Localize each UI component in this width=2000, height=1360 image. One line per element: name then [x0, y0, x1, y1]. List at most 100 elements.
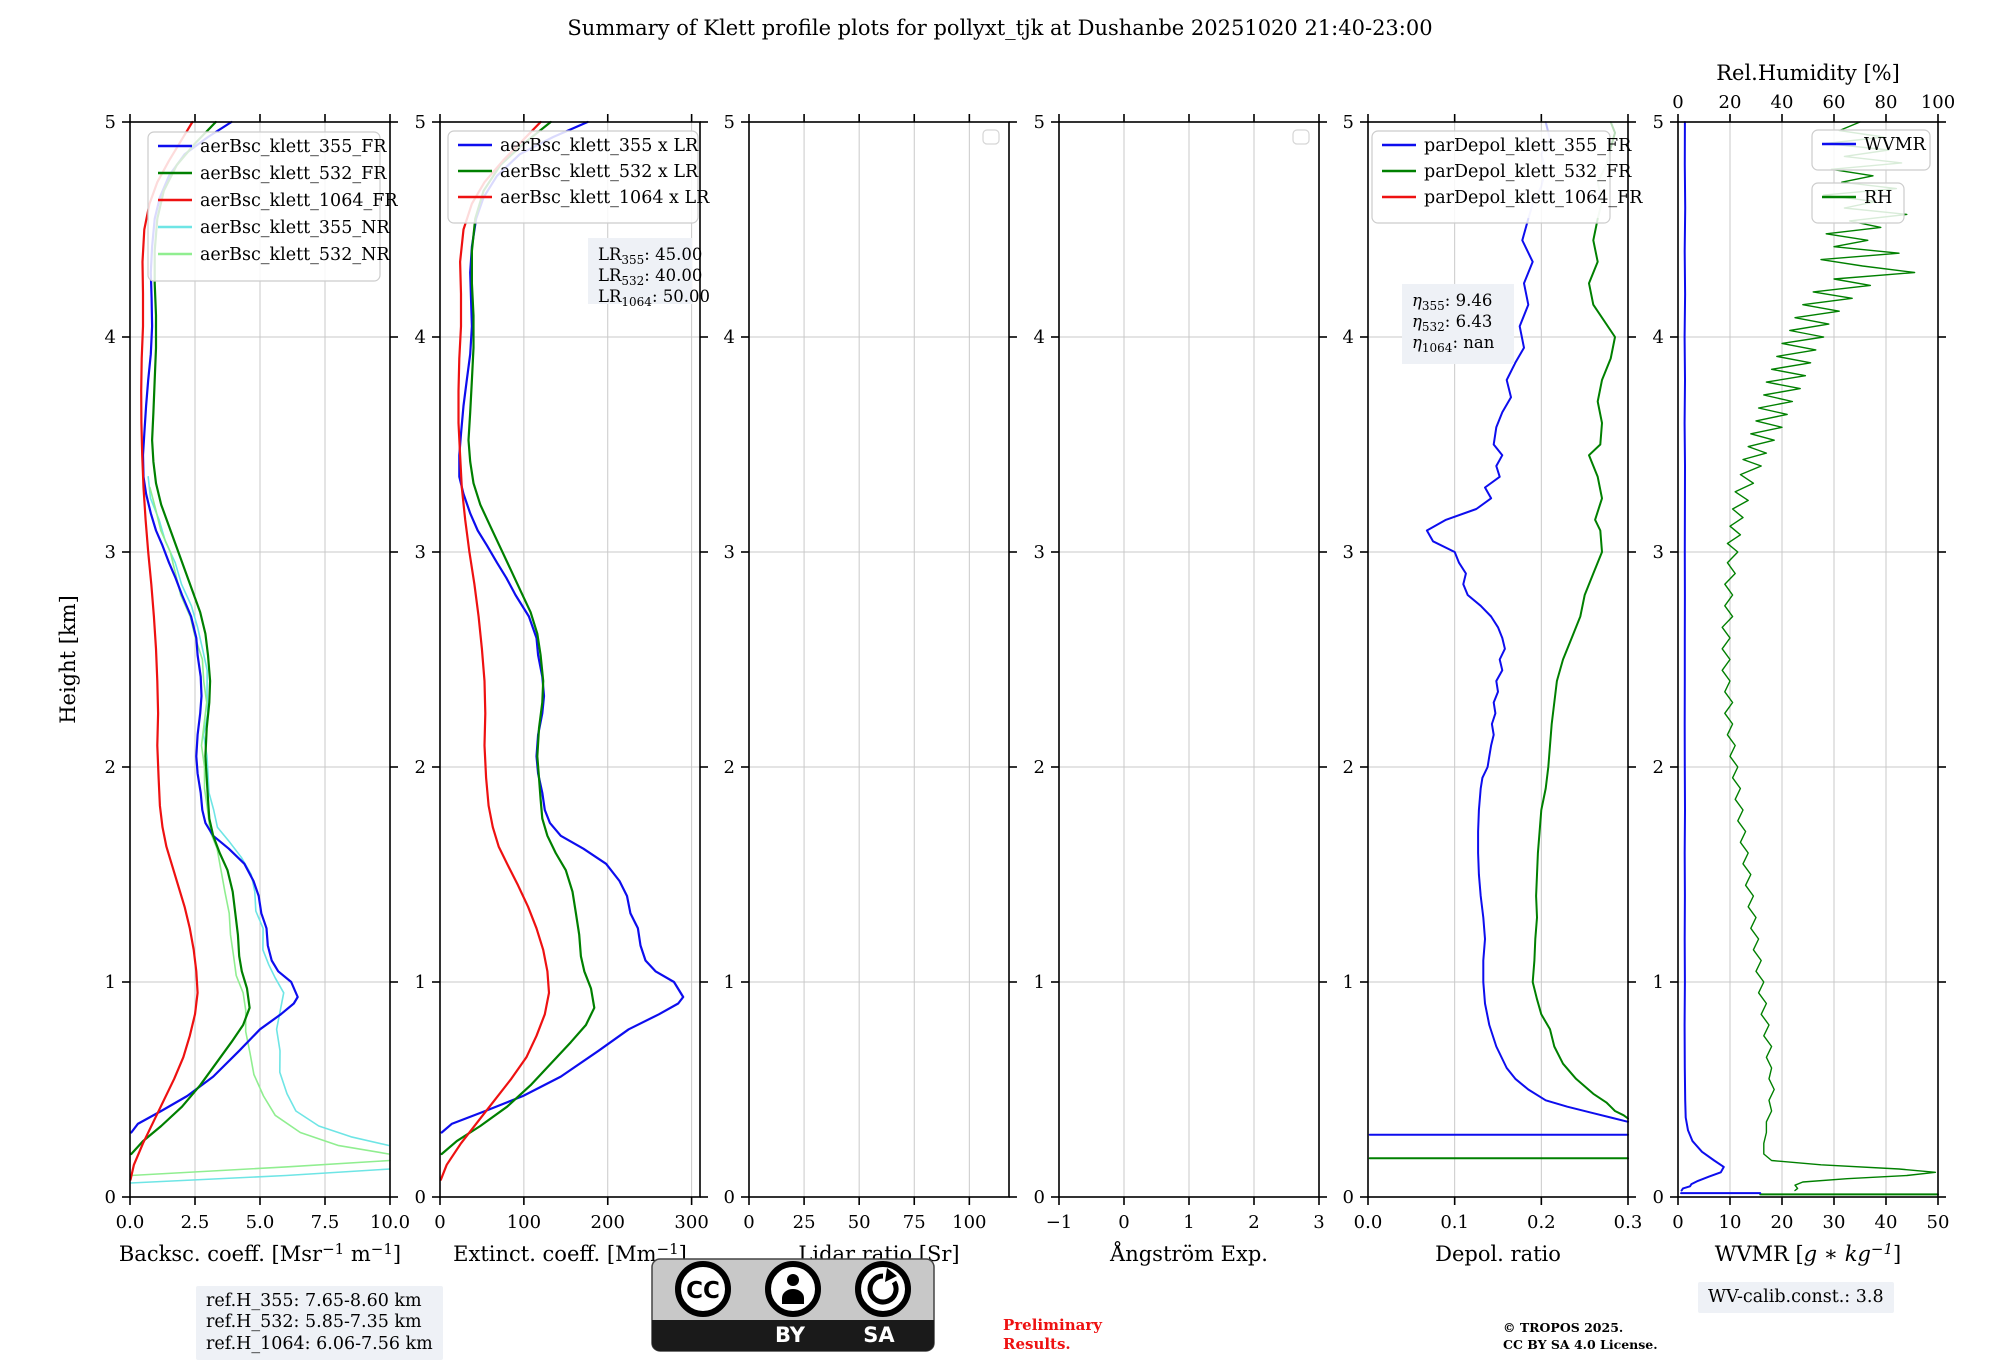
svg-text:5: 5 — [1653, 112, 1664, 133]
series-aerBsc_klett_1064_xLR — [439, 120, 551, 1181]
share-alike-icon — [855, 1261, 911, 1317]
gridlines — [129, 121, 391, 1198]
svg-text:60: 60 — [1823, 92, 1846, 113]
svg-text:0: 0 — [724, 1187, 735, 1208]
series-WVMR — [1680, 121, 1725, 1192]
svg-text:0: 0 — [105, 1187, 116, 1208]
cc-icon-label: CC — [686, 1278, 720, 1304]
legend — [1292, 129, 1310, 145]
series-aerBsc_klett_532_FR — [130, 120, 251, 1156]
svg-text:200: 200 — [591, 1212, 625, 1233]
svg-text:2.5: 2.5 — [181, 1212, 210, 1233]
svg-text:0.0: 0.0 — [1354, 1212, 1383, 1233]
svg-text:2: 2 — [724, 757, 735, 778]
svg-text:parDepol_klett_355_FR: parDepol_klett_355_FR — [1424, 136, 1632, 156]
svg-text:1: 1 — [415, 972, 426, 993]
svg-text:aerBsc_klett_532_FR: aerBsc_klett_532_FR — [200, 164, 387, 184]
svg-text:30: 30 — [1823, 1212, 1846, 1233]
svg-text:1: 1 — [724, 972, 735, 993]
svg-text:parDepol_klett_1064_FR: parDepol_klett_1064_FR — [1424, 188, 1643, 208]
svg-text:aerBsc_klett_1064_FR: aerBsc_klett_1064_FR — [200, 191, 398, 211]
ref-h-532: ref.H_532: 5.85-7.35 km — [206, 1312, 422, 1333]
svg-text:2: 2 — [415, 757, 426, 778]
svg-text:5: 5 — [724, 112, 735, 133]
svg-text:100: 100 — [1921, 92, 1955, 113]
gridlines — [748, 121, 1009, 1198]
svg-text:3: 3 — [1653, 542, 1664, 563]
gridlines — [1058, 121, 1320, 1198]
svg-text:aerBsc_klett_532 x LR: aerBsc_klett_532 x LR — [500, 162, 699, 182]
panel-backscatter: 0.0 2.5 5.0 7.5 10.0 0 1 2 3 4 5 Backsc. coeff. [Ms… — [56, 112, 410, 1266]
person-body — [782, 1289, 804, 1304]
x-axis-label: Backsc. coeff. [Msr−1 m−1] — [119, 1240, 401, 1266]
x-axis-label: Ångström Exp. — [1109, 1241, 1268, 1266]
ticks: 0 100 200 300 0 1 2 3 4 5 — [415, 112, 709, 1233]
svg-text:7.5: 7.5 — [311, 1212, 340, 1233]
svg-text:1: 1 — [1343, 972, 1354, 993]
series-parDepol_klett_355_FR — [1425, 217, 1629, 1123]
svg-text:RH: RH — [1864, 188, 1892, 208]
svg-text:0: 0 — [1118, 1212, 1129, 1233]
legend — [982, 129, 1000, 145]
panel-depol-ratio: 0.0 0.1 0.2 0.3 0 1 2 3 4 5 Depol. ratio parDepol_k… — [1343, 112, 1644, 1266]
axes-frame — [1677, 121, 1939, 1198]
svg-text:WVMR: WVMR — [1864, 135, 1927, 155]
svg-text:2: 2 — [1248, 1212, 1259, 1233]
series-aerBsc_klett_1064_FR — [129, 120, 199, 1181]
share-alike-arrowhead — [885, 1268, 897, 1282]
svg-text:5.0: 5.0 — [246, 1212, 275, 1233]
svg-text:25: 25 — [793, 1212, 816, 1233]
svg-text:100: 100 — [952, 1212, 986, 1233]
svg-text:4: 4 — [724, 327, 735, 348]
svg-text:4: 4 — [1343, 327, 1354, 348]
svg-text:75: 75 — [903, 1212, 926, 1233]
svg-text:1: 1 — [1034, 972, 1045, 993]
legend: aerBsc_klett_355_FR aerBsc_klett_532_FRae… — [147, 131, 398, 282]
svg-text:0: 0 — [415, 1187, 426, 1208]
svg-text:20: 20 — [1719, 92, 1742, 113]
svg-text:300: 300 — [674, 1212, 708, 1233]
series-aerBsc_klett_355_FR — [130, 120, 299, 1134]
svg-text:0.1: 0.1 — [1440, 1212, 1469, 1233]
svg-text:2: 2 — [1034, 757, 1045, 778]
svg-text:50: 50 — [848, 1212, 871, 1233]
top-axis-label: Rel.Humidity [%] — [1716, 61, 1900, 85]
series-aerBsc_klett_532_NR — [149, 486, 390, 1155]
svg-text:2: 2 — [105, 757, 116, 778]
cc-by-sa-badge: CC BY SA — [651, 1258, 935, 1352]
svg-text:0: 0 — [1672, 1212, 1683, 1233]
axes-frame — [748, 121, 1010, 1198]
axes-frame — [1367, 121, 1629, 1198]
svg-text:5: 5 — [1343, 112, 1354, 133]
svg-text:0.3: 0.3 — [1614, 1212, 1643, 1233]
svg-text:5: 5 — [105, 112, 116, 133]
series-RH — [1721, 121, 1937, 1192]
legend: WVMR — [1811, 129, 1931, 171]
svg-text:0: 0 — [1034, 1187, 1045, 1208]
svg-text:3: 3 — [105, 542, 116, 563]
person-head — [787, 1274, 799, 1286]
badge-by-label: BY — [775, 1323, 806, 1347]
legend: parDepol_klett_355_FR parDepol_klett_532_… — [1371, 130, 1643, 224]
copyright-line1: © TROPOS 2025. — [1503, 1320, 1624, 1335]
x-axis-label: WVMR [g ∗ kg−1] — [1715, 1240, 1902, 1266]
svg-text:5: 5 — [415, 112, 426, 133]
svg-text:40: 40 — [1771, 92, 1794, 113]
svg-text:parDepol_klett_532_FR: parDepol_klett_532_FR — [1424, 162, 1632, 182]
series-aerBsc_klett_532_NR_low — [129, 1159, 391, 1177]
svg-text:η1064: nan: η1064: nan — [1412, 333, 1495, 355]
badge-bottom-band — [652, 1320, 934, 1351]
svg-text:4: 4 — [105, 327, 116, 348]
legend: aerBsc_klett_355 x LR aerBsc_klett_532 x … — [447, 130, 710, 224]
svg-text:100: 100 — [507, 1212, 541, 1233]
svg-text:LR532: 40.00: LR532: 40.00 — [598, 266, 702, 288]
copyright-line2: CC BY SA 4.0 License. — [1503, 1336, 1658, 1352]
svg-text:80: 80 — [1875, 92, 1898, 113]
svg-text:0: 0 — [743, 1212, 754, 1233]
share-alike-arrow — [867, 1273, 899, 1305]
ticks: 0 25 50 75 100 0 1 2 3 4 5 — [724, 112, 1017, 1233]
